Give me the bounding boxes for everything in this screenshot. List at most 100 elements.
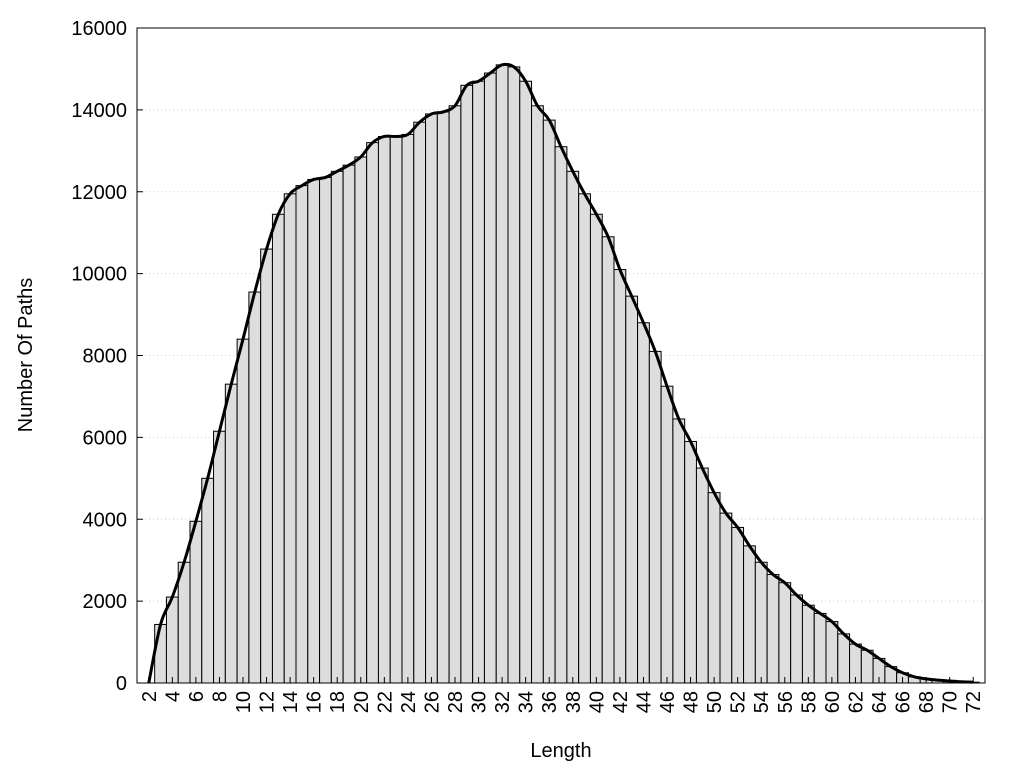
bar [483, 72, 497, 684]
bar [472, 80, 485, 684]
bar [213, 430, 226, 684]
x-tick-label: 46 [657, 691, 679, 713]
x-tick-label: 12 [257, 691, 279, 713]
bar [625, 295, 639, 684]
bar [695, 467, 709, 684]
bar [601, 236, 615, 684]
x-tick-label: 58 [798, 691, 820, 713]
bar [436, 111, 450, 684]
bar [201, 477, 215, 684]
x-tick-label: 18 [327, 691, 349, 713]
x-tick-label: 34 [516, 691, 538, 713]
bar [342, 164, 356, 684]
x-tick-label: 16 [304, 691, 326, 713]
bar [295, 185, 309, 684]
x-tick-label: 70 [940, 691, 962, 713]
y-tick-label: 2000 [83, 591, 128, 613]
bar [660, 385, 674, 684]
bar [177, 561, 191, 684]
bar [801, 604, 815, 684]
y-tick-label: 0 [116, 673, 127, 695]
bar [754, 561, 768, 684]
x-tick-label: 22 [374, 691, 396, 713]
bar [719, 512, 733, 684]
bar [554, 146, 568, 684]
x-tick-label: 30 [469, 691, 491, 713]
bar [566, 170, 580, 684]
bar [366, 142, 379, 684]
bar [507, 66, 521, 684]
bar [165, 596, 179, 684]
x-tick-label: 54 [751, 691, 773, 713]
x-tick-label: 6 [186, 691, 208, 702]
plot-frame [136, 27, 986, 684]
bar [589, 213, 603, 684]
y-tick-label: 14000 [71, 100, 127, 122]
x-tick-label: 56 [775, 691, 797, 713]
bar [425, 113, 438, 684]
bar [189, 520, 203, 684]
x-tick-label: 40 [586, 691, 608, 713]
bar [825, 621, 839, 684]
x-tick-label: 42 [610, 691, 632, 713]
bar [542, 119, 556, 684]
x-tick-label: 44 [633, 691, 655, 713]
bar [790, 594, 803, 684]
bar [377, 135, 391, 684]
x-axis-label: Length [530, 740, 591, 762]
bar [743, 545, 756, 684]
bar [778, 582, 792, 684]
bar [531, 105, 544, 684]
x-tick-label: 64 [869, 691, 891, 713]
y-tick-label: 10000 [71, 264, 127, 286]
bar [684, 440, 697, 684]
x-tick-label: 20 [351, 691, 373, 713]
x-tick-label: 66 [893, 691, 915, 713]
bar [307, 178, 321, 684]
x-tick-label: 72 [963, 691, 985, 713]
y-tick-label: 8000 [83, 346, 128, 368]
bar [672, 418, 686, 684]
bar [637, 322, 650, 684]
trend-line [147, 62, 974, 684]
x-tick-label: 32 [492, 691, 514, 713]
x-tick-label: 38 [563, 691, 585, 713]
bar [283, 193, 297, 684]
y-tick-label: 4000 [83, 509, 128, 531]
x-tick-label: 52 [728, 691, 750, 713]
bar [519, 80, 533, 684]
bar [413, 121, 427, 684]
bar [731, 526, 745, 684]
bar [448, 105, 462, 684]
bar [354, 156, 368, 684]
x-tick-label: 14 [280, 691, 302, 713]
bar [248, 291, 262, 684]
bar [330, 170, 344, 684]
bar [837, 633, 851, 684]
x-tick-label: 36 [539, 691, 561, 713]
x-tick-label: 28 [445, 691, 467, 713]
bar [224, 383, 238, 684]
bar [236, 338, 250, 684]
bar [613, 269, 627, 684]
y-tick-label: 16000 [71, 18, 127, 40]
bar [766, 574, 780, 684]
x-tick-label: 4 [162, 691, 184, 702]
bar [860, 649, 874, 684]
x-tick-label: 24 [398, 691, 420, 713]
y-tick-label: 12000 [71, 182, 127, 204]
x-tick-label: 2 [139, 691, 161, 702]
bar [813, 612, 827, 684]
bar [319, 176, 332, 684]
y-axis-label: Number Of Paths [15, 278, 37, 433]
bar [154, 623, 167, 684]
bar [389, 135, 403, 684]
bar [707, 492, 721, 684]
x-tick-label: 8 [209, 691, 231, 702]
bar [271, 213, 285, 684]
bar [578, 193, 591, 684]
bar [401, 133, 415, 684]
x-tick-label: 48 [681, 691, 703, 713]
bar [460, 84, 474, 684]
